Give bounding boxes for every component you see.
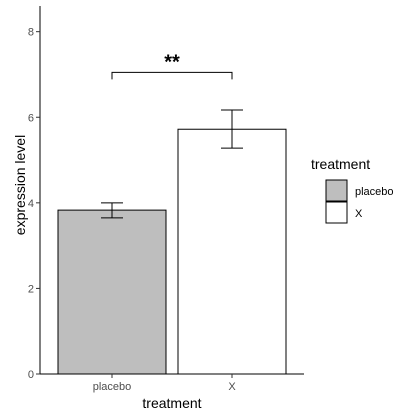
y-tick-label: 4 — [28, 198, 34, 210]
bar-x — [177, 128, 287, 375]
axes-group — [39, 6, 304, 375]
y-tick-label: 6 — [28, 112, 34, 124]
y-axis-title: expression level — [12, 135, 28, 235]
y-tick-label: 2 — [28, 283, 34, 295]
significance-bracket: ** — [111, 51, 233, 80]
error-bar-placebo — [101, 202, 123, 219]
x-ticks-group: placebo X — [93, 374, 236, 393]
error-bar-x — [221, 109, 243, 149]
legend-item-x: X — [325, 201, 363, 224]
bars-group — [57, 128, 287, 375]
legend-item-placebo: placebo — [325, 179, 394, 202]
x-tick-label: X — [228, 381, 236, 393]
error-bars-group — [101, 109, 243, 219]
significance-label: ** — [164, 51, 180, 73]
x-axis-title: treatment — [142, 395, 201, 411]
legend-title: treatment — [311, 156, 370, 172]
legend-items: placebo X — [325, 179, 394, 224]
legend-label: X — [355, 208, 363, 220]
legend-swatch — [325, 201, 348, 224]
y-tick-label: 0 — [28, 369, 34, 381]
bar-placebo — [57, 209, 167, 375]
y-tick-label: 8 — [28, 27, 34, 39]
significance-bracket-line — [111, 71, 233, 80]
legend: treatment placebo X — [311, 156, 394, 224]
legend-swatch — [325, 179, 348, 202]
y-ticks-group: 0 2 4 6 8 — [28, 27, 40, 381]
x-tick-label: placebo — [93, 381, 132, 393]
legend-label: placebo — [355, 186, 394, 198]
